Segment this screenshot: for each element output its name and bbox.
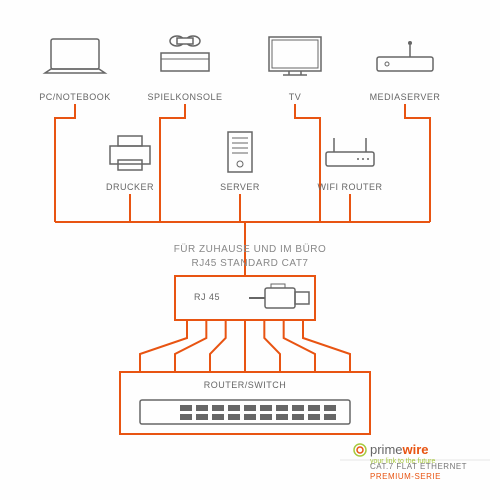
label-server: SERVER — [195, 182, 285, 192]
rj45-label: RJ 45 — [182, 292, 232, 302]
label-console: SPIELKONSOLE — [140, 92, 230, 102]
mid-line2: RJ45 STANDARD CAT7 — [0, 258, 500, 269]
label-pc: PC/NOTEBOOK — [30, 92, 120, 102]
footer-line2: PREMIUM-SERIE — [370, 472, 441, 481]
mid-line1: FÜR ZUHAUSE UND IM BÜRO — [0, 244, 500, 255]
brand-text: primewire — [370, 442, 429, 457]
router-label: ROUTER/SWITCH — [185, 380, 305, 390]
label-media: MEDIASERVER — [360, 92, 450, 102]
label-wifi: WIFI ROUTER — [305, 182, 395, 192]
brand-wire: wire — [403, 442, 429, 457]
brand-prime: prime — [370, 442, 403, 457]
label-tv: TV — [250, 92, 340, 102]
footer-line1: CAT.7 FLAT ETHERNET — [370, 462, 467, 471]
label-printer: DRUCKER — [85, 182, 175, 192]
